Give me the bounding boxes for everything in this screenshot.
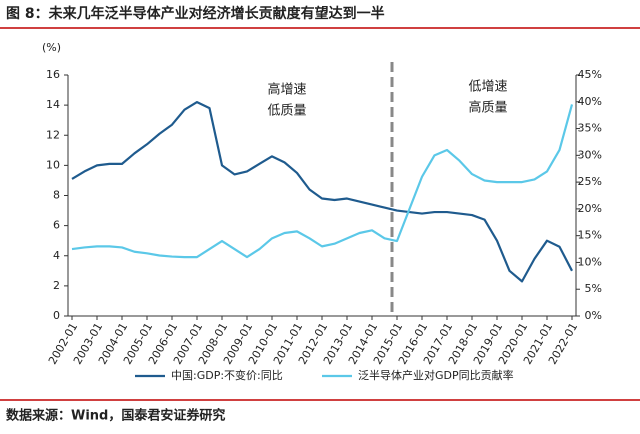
annotation: 高质量 — [468, 100, 507, 116]
y2-tick-label: 40% — [578, 95, 602, 108]
y2-tick-label: 15% — [578, 229, 602, 242]
y-tick-label: 12 — [46, 128, 60, 141]
y2-tick-label: 10% — [578, 255, 602, 268]
legend-label: 中国:GDP:不变价:同比 — [171, 368, 283, 382]
y-tick-label: 16 — [46, 68, 60, 81]
y-unit: (%) — [42, 41, 61, 54]
y2-tick-label: 25% — [578, 175, 602, 188]
series-line — [71, 101, 573, 283]
y2-tick-label: 0% — [585, 309, 602, 322]
annotation: 低增速 — [468, 80, 507, 95]
y2-tick-label: 5% — [585, 282, 602, 295]
y2-tick-label: 30% — [578, 148, 602, 161]
y2-tick-label: 45% — [578, 68, 602, 81]
annotation: 低质量 — [267, 104, 306, 119]
legend-label: 泛半导体产业对GDP同比贡献率 — [358, 368, 514, 382]
y-tick-label: 6 — [53, 219, 60, 232]
y2-tick-label: 35% — [578, 122, 602, 135]
source: 数据来源：Wind，国泰君安证券研究 — [6, 408, 225, 424]
annotation: 高增速 — [267, 82, 306, 98]
y-tick-label: 10 — [46, 158, 60, 171]
y-tick-label: 8 — [53, 189, 60, 202]
chart-title: 图 8：未来几年泛半导体产业对经济增长贡献度有望达到一半 — [6, 5, 385, 22]
y-tick-label: 14 — [46, 98, 60, 111]
y-tick-label: 2 — [53, 279, 60, 292]
series-line — [71, 104, 574, 259]
y-tick-label: 4 — [53, 249, 60, 262]
y-tick-label: 0 — [53, 309, 60, 322]
y2-tick-label: 20% — [578, 202, 602, 215]
